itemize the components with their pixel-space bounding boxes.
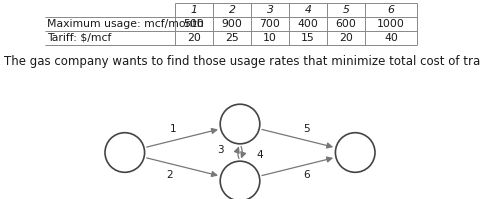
Text: 3: 3 (217, 145, 224, 155)
Text: Maximum usage: mcf/month: Maximum usage: mcf/month (47, 19, 204, 29)
Text: Tariff: $/mcf: Tariff: $/mcf (47, 33, 111, 43)
Text: 2: 2 (228, 5, 235, 15)
Text: 6: 6 (303, 170, 310, 180)
Text: 700: 700 (260, 19, 280, 29)
Text: 40: 40 (384, 33, 398, 43)
Circle shape (220, 104, 260, 144)
Text: The gas company wants to find those usage rates that minimize total cost of tran: The gas company wants to find those usag… (4, 55, 480, 68)
Text: 2: 2 (167, 170, 173, 180)
Text: 400: 400 (298, 19, 318, 29)
Text: 1: 1 (170, 124, 177, 134)
Text: 5: 5 (343, 5, 349, 15)
Text: 10: 10 (263, 33, 277, 43)
Circle shape (336, 133, 375, 172)
Text: 25: 25 (225, 33, 239, 43)
Text: 20: 20 (187, 33, 201, 43)
Text: 4: 4 (256, 150, 263, 160)
Text: 1000: 1000 (377, 19, 405, 29)
Text: 5: 5 (303, 124, 310, 134)
Text: 1: 1 (191, 5, 197, 15)
Circle shape (105, 133, 144, 172)
Text: 600: 600 (336, 19, 357, 29)
Text: 3: 3 (266, 5, 274, 15)
Text: 6: 6 (387, 5, 395, 15)
Text: 900: 900 (222, 19, 242, 29)
Text: 500: 500 (183, 19, 204, 29)
Circle shape (220, 161, 260, 199)
Text: 4: 4 (305, 5, 312, 15)
Text: 20: 20 (339, 33, 353, 43)
Text: 15: 15 (301, 33, 315, 43)
